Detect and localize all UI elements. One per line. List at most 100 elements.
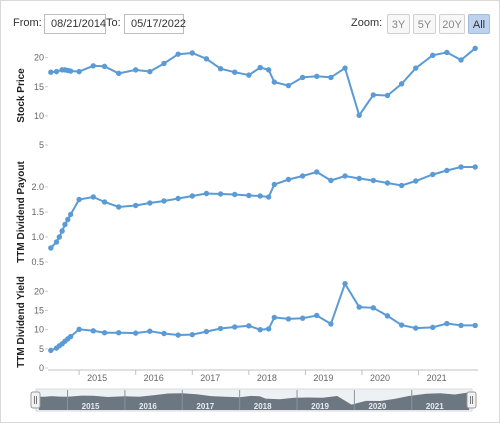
data-point[interactable]	[257, 193, 263, 199]
data-point[interactable]	[189, 50, 195, 56]
navigator-right-handle[interactable]	[466, 391, 477, 409]
data-point[interactable]	[458, 57, 464, 63]
data-point[interactable]	[430, 171, 436, 178]
data-point[interactable]	[217, 191, 224, 197]
navigator[interactable]: 2015 2016 2017 2018 2019 2020 2021	[30, 388, 477, 412]
data-point[interactable]	[356, 175, 362, 182]
data-point[interactable]	[67, 211, 74, 218]
data-point[interactable]	[189, 331, 195, 338]
data-point[interactable]	[132, 202, 139, 209]
zoom-20y-button[interactable]: 20Y	[439, 14, 465, 34]
data-point[interactable]	[175, 332, 181, 338]
data-point[interactable]	[299, 315, 306, 321]
data-point[interactable]	[314, 169, 320, 175]
data-point[interactable]	[398, 322, 405, 328]
data-point[interactable]	[246, 72, 252, 78]
data-point[interactable]	[161, 330, 167, 337]
data-point[interactable]	[370, 177, 377, 184]
data-point[interactable]	[147, 200, 153, 206]
data-point[interactable]	[217, 325, 224, 332]
data-point[interactable]	[147, 68, 153, 75]
data-point[interactable]	[59, 228, 65, 234]
data-point[interactable]	[65, 216, 71, 223]
data-point[interactable]	[48, 347, 54, 354]
data-point[interactable]	[48, 69, 54, 75]
data-point[interactable]	[285, 82, 292, 89]
data-point[interactable]	[101, 330, 108, 336]
data-point[interactable]	[444, 49, 450, 56]
data-point[interactable]	[232, 324, 238, 330]
data-point[interactable]	[217, 66, 224, 72]
data-point[interactable]	[413, 325, 419, 331]
data-point[interactable]	[203, 190, 210, 197]
data-point[interactable]	[472, 164, 478, 170]
navigator-left-handle[interactable]	[30, 391, 41, 409]
data-point[interactable]	[175, 51, 181, 57]
data-point[interactable]	[90, 194, 96, 200]
data-point[interactable]	[132, 67, 139, 73]
data-point[interactable]	[246, 192, 252, 199]
data-point[interactable]	[53, 68, 60, 75]
data-point[interactable]	[444, 320, 450, 327]
data-point[interactable]	[203, 328, 210, 335]
data-point[interactable]	[90, 328, 96, 334]
data-point[interactable]	[246, 323, 252, 329]
data-point[interactable]	[257, 64, 263, 71]
from-date-input[interactable]: 08/21/2014	[44, 14, 106, 34]
data-point[interactable]	[257, 326, 263, 333]
data-point[interactable]	[384, 313, 391, 319]
data-point[interactable]	[328, 177, 334, 184]
data-point[interactable]	[413, 65, 419, 71]
data-point[interactable]	[265, 326, 272, 332]
data-point[interactable]	[147, 328, 153, 334]
data-point[interactable]	[101, 63, 108, 70]
data-point[interactable]	[132, 330, 139, 336]
data-point[interactable]	[53, 239, 60, 245]
data-point[interactable]	[161, 198, 167, 204]
data-point[interactable]	[76, 326, 82, 332]
data-point[interactable]	[299, 173, 306, 179]
data-point[interactable]	[430, 52, 436, 59]
data-point[interactable]	[271, 79, 278, 85]
data-point[interactable]	[203, 56, 210, 62]
zoom-all-button[interactable]: All	[468, 14, 490, 34]
data-point[interactable]	[299, 74, 306, 81]
zoom-3y-button[interactable]: 3Y	[387, 14, 410, 34]
data-point[interactable]	[271, 181, 278, 188]
data-point[interactable]	[90, 63, 96, 69]
data-point[interactable]	[76, 196, 82, 203]
data-point[interactable]	[189, 193, 195, 199]
data-point[interactable]	[116, 70, 122, 77]
data-point[interactable]	[370, 305, 377, 311]
data-point[interactable]	[76, 68, 82, 75]
data-point[interactable]	[116, 204, 122, 210]
data-point[interactable]	[472, 322, 478, 329]
data-point[interactable]	[265, 67, 272, 73]
data-point[interactable]	[384, 180, 391, 186]
data-point[interactable]	[430, 324, 436, 331]
data-point[interactable]	[67, 333, 74, 340]
data-point[interactable]	[48, 245, 54, 251]
data-point[interactable]	[328, 321, 334, 327]
zoom-5y-button[interactable]: 5Y	[413, 14, 436, 34]
data-point[interactable]	[67, 68, 74, 74]
data-point[interactable]	[472, 45, 478, 52]
data-point[interactable]	[62, 221, 68, 228]
data-point[interactable]	[398, 182, 405, 189]
data-point[interactable]	[398, 81, 405, 87]
data-point[interactable]	[444, 167, 450, 174]
data-point[interactable]	[285, 316, 292, 322]
data-point[interactable]	[175, 195, 181, 202]
data-point[interactable]	[458, 164, 464, 170]
data-point[interactable]	[342, 65, 348, 71]
data-point[interactable]	[101, 199, 108, 205]
data-point[interactable]	[265, 194, 272, 200]
data-point[interactable]	[271, 314, 278, 321]
data-point[interactable]	[116, 330, 122, 336]
data-point[interactable]	[458, 322, 464, 329]
data-point[interactable]	[56, 234, 63, 240]
data-point[interactable]	[356, 112, 362, 119]
data-point[interactable]	[232, 191, 238, 198]
data-point[interactable]	[314, 312, 320, 319]
data-point[interactable]	[356, 304, 362, 310]
